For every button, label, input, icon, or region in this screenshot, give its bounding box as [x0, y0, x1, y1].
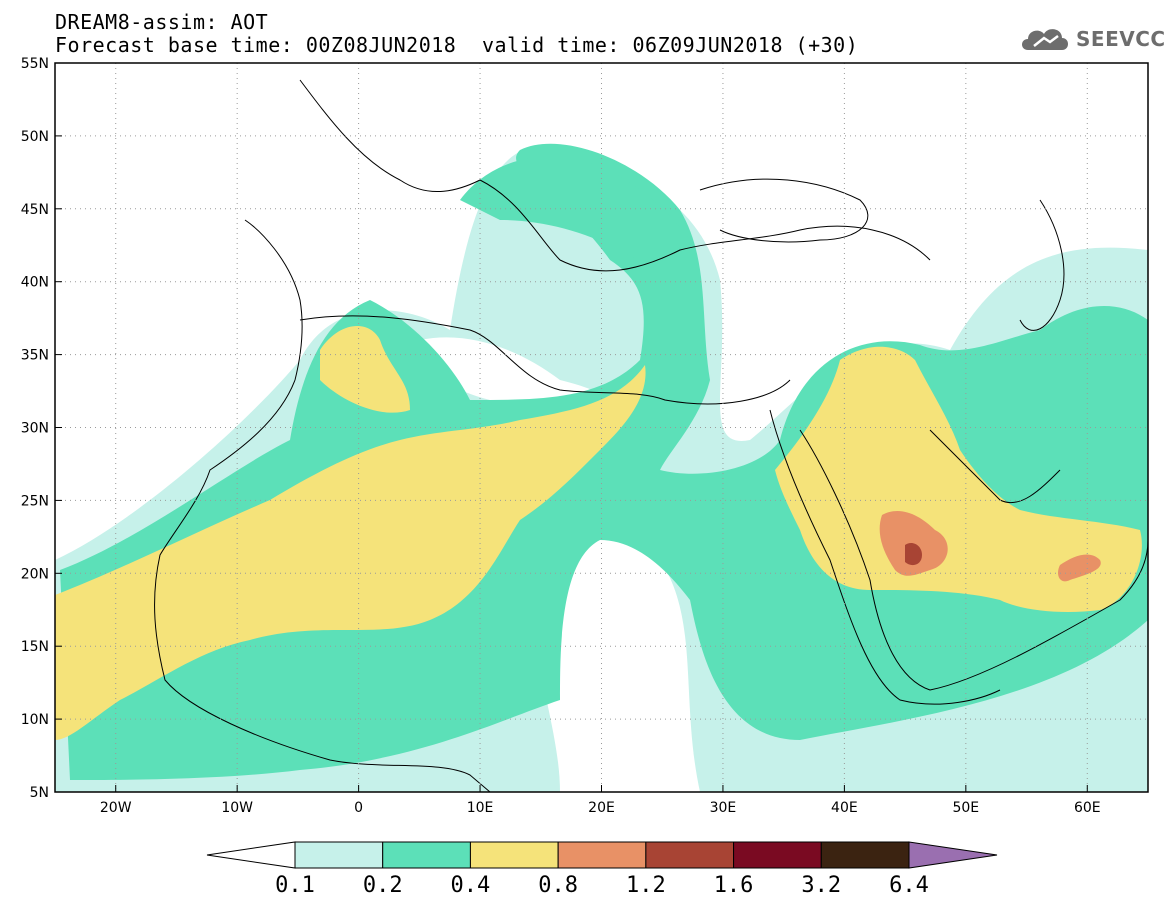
aot-band-0.2-0.4: [460, 156, 690, 264]
colorbar-level-label: 0.2: [363, 873, 403, 898]
lon-tick-label: 10W: [221, 800, 253, 816]
colorbar-level-label: 0.1: [275, 873, 315, 898]
longitude-labels: 20W 10W 0 10E 20E 30E 40E 50E 60E: [100, 800, 1101, 816]
aot-band-0.8-1.2: [879, 510, 948, 576]
map-frame: [54, 62, 1149, 793]
aot-band-1.2-1.6: [905, 543, 922, 566]
lon-tick-label: 20W: [100, 800, 132, 816]
colorbar-level-label: 0.4: [451, 873, 491, 898]
lat-tick-label: 35N: [21, 348, 49, 364]
colorbar-level-label: 1.6: [714, 873, 754, 898]
aot-contour-layer: [55, 143, 1148, 792]
aot-clear-area: [528, 512, 700, 792]
lat-tick-label: 10N: [21, 712, 49, 728]
lat-tick-label: 20N: [21, 566, 49, 582]
seevccc-logo: SEEVCCC: [1018, 22, 1165, 56]
lat-tick-label: 25N: [21, 493, 49, 509]
colorbar-segment: [469, 841, 559, 869]
lat-tick-label: 30N: [21, 421, 49, 437]
lon-tick-label: 60E: [1074, 800, 1101, 816]
lon-tick-label: 40E: [831, 800, 858, 816]
lat-tick-label: 15N: [21, 639, 49, 655]
colorbar-level-label: 3.2: [801, 873, 841, 898]
red-sea-coastline: [769, 409, 1001, 705]
mediterranean-coastline: [299, 315, 791, 405]
lon-tick-label: 0: [354, 800, 363, 816]
aot-band-0.4-0.8: [775, 346, 1142, 612]
lon-gridlines: [115, 63, 1088, 792]
colorbar-segment: [820, 841, 910, 869]
colorbar-level-label: 1.2: [626, 873, 666, 898]
europe-coastline: [299, 79, 931, 272]
colorbar-segment: [294, 841, 384, 869]
colorbar-level-label: 0.8: [538, 873, 578, 898]
aot-band-0.4-0.8: [320, 326, 410, 413]
lon-tick-label: 30E: [710, 800, 737, 816]
lat-tick-label: 50N: [21, 129, 49, 145]
lat-tick-label: 55N: [21, 56, 49, 72]
colorbar-segment: [645, 841, 735, 869]
arabia-coastline: [799, 429, 1148, 691]
aot-band-0.4-0.8: [55, 365, 646, 740]
gulf-coastline: [929, 429, 1061, 504]
black-sea-coastline: [699, 178, 869, 243]
colorbar-segment: [733, 841, 822, 869]
coastline-layer: [154, 79, 1148, 792]
map-title: DREAM8-assim: AOT: [55, 10, 269, 34]
lat-tick-label: 45N: [21, 202, 49, 218]
logo-text: SEEVCCC: [1076, 27, 1165, 51]
latitude-labels: 55N 50N 45N 40N 35N 30N 25N 20N 15N 10N 5N: [21, 56, 49, 801]
lon-tick-label: 50E: [952, 800, 979, 816]
colorbar-over-arrow: [908, 841, 998, 869]
colorbar-under-arrow: [206, 841, 296, 869]
lon-tick-label: 20E: [588, 800, 615, 816]
lat-tick-label: 5N: [30, 785, 49, 801]
valid-time: valid time: 06Z09JUN2018 (+30): [482, 33, 859, 57]
cloud-logo-icon: [1022, 29, 1068, 50]
caspian-coastline: [1019, 199, 1065, 331]
colorbar-segment: [557, 841, 647, 869]
lon-tick-label: 10E: [467, 800, 494, 816]
lat-tick-label: 40N: [21, 275, 49, 291]
forecast-base-time: Forecast base time: 00Z08JUN2018: [55, 33, 457, 57]
colorbar-level-label: 6.4: [889, 873, 929, 898]
colorbar: 0.1 0.2 0.4 0.8 1.2 1.6 3.2 6.4: [206, 841, 998, 898]
colorbar-segment: [382, 841, 471, 869]
aot-band-0.8-1.2: [1058, 554, 1101, 582]
